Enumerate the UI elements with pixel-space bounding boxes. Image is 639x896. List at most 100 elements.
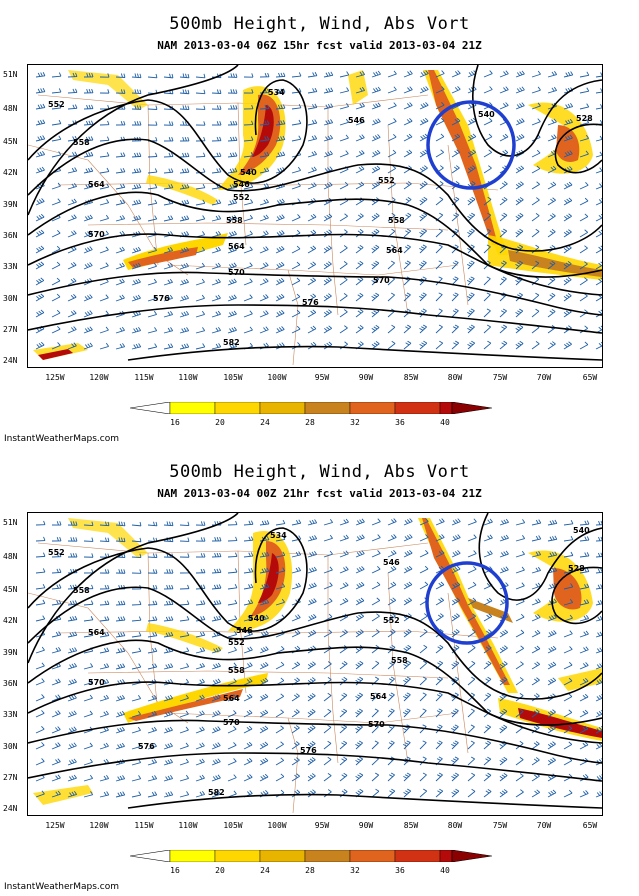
wind-barb-feather xyxy=(168,121,171,126)
wind-barb xyxy=(467,104,477,110)
wind-barb-feather xyxy=(358,582,363,587)
wind-barb-feather xyxy=(391,519,395,523)
wind-barb-feather xyxy=(38,262,42,267)
wind-barb xyxy=(563,664,573,670)
wind-barb xyxy=(499,342,508,350)
wind-barb xyxy=(467,262,475,270)
wind-barb xyxy=(339,247,348,254)
wind-barb-feather xyxy=(310,310,314,315)
wind-barb xyxy=(115,524,126,527)
wind-barb xyxy=(291,216,301,222)
wind-barb-feather xyxy=(499,647,504,652)
wind-barb xyxy=(99,729,109,734)
wind-barb xyxy=(499,105,509,110)
wind-barb-feather xyxy=(117,696,121,701)
wind-barb-feather xyxy=(437,790,442,794)
contour-label: 564 xyxy=(88,180,105,189)
wind-barb xyxy=(83,697,93,702)
wind-barb-feather xyxy=(409,118,413,122)
wind-barb-feather xyxy=(295,567,299,572)
wind-barb-feather xyxy=(68,712,73,716)
wind-barb xyxy=(67,280,77,286)
wind-barb xyxy=(195,346,205,350)
wind-barb-feather xyxy=(276,216,281,220)
wind-barb xyxy=(323,600,333,606)
wind-barb-feather xyxy=(419,167,424,172)
wind-barb-feather xyxy=(104,616,107,621)
wind-barb xyxy=(339,295,348,302)
wind-barb xyxy=(547,343,556,350)
wind-barb xyxy=(451,136,461,142)
wind-barb-feather xyxy=(535,551,539,556)
wind-barb-feather xyxy=(293,726,298,730)
wind-barb-feather xyxy=(501,182,506,186)
wind-barb-feather xyxy=(441,534,445,538)
wind-barb-feather xyxy=(298,103,302,108)
wind-barb xyxy=(291,248,301,254)
wind-barb-feather xyxy=(502,260,507,264)
wind-barb xyxy=(403,678,411,686)
wind-barb-feather xyxy=(56,537,59,542)
wind-barb-feather xyxy=(181,232,185,237)
wind-barb-feather xyxy=(549,278,554,282)
wind-barb-feather xyxy=(58,584,62,589)
wind-barb-feather xyxy=(471,788,476,792)
wind-barb-feather xyxy=(119,727,123,732)
wind-barb xyxy=(419,568,429,574)
wind-barb xyxy=(307,312,317,318)
wind-barb-feather xyxy=(535,567,539,572)
wind-barb-feather xyxy=(68,696,73,700)
wind-barb-feather xyxy=(168,569,171,574)
wind-barb-feather xyxy=(295,583,299,588)
wind-barb xyxy=(83,761,93,766)
wind-barb-feather xyxy=(217,790,221,795)
wind-barb-feather xyxy=(185,726,189,731)
wind-barb xyxy=(531,759,540,766)
wind-barb-feather xyxy=(89,294,93,298)
wind-barb xyxy=(35,122,45,126)
wind-barb-feather xyxy=(154,775,158,779)
wind-barb-feather xyxy=(565,230,570,234)
wind-barb-feather xyxy=(40,277,45,281)
wind-barb-feather xyxy=(312,629,317,634)
wind-barb-feather xyxy=(341,726,346,730)
wind-barb-feather xyxy=(90,616,94,621)
wind-barb xyxy=(67,329,77,334)
wind-barb-feather xyxy=(359,788,364,792)
wind-barb-feather xyxy=(281,310,285,314)
wind-barb xyxy=(275,727,284,734)
wind-barb xyxy=(163,187,173,190)
wind-barb xyxy=(355,247,364,254)
wind-barb xyxy=(515,262,523,270)
wind-barb xyxy=(547,74,557,78)
wind-barb-feather xyxy=(500,552,505,556)
wind-barb-feather xyxy=(135,327,139,332)
wind-barb-feather xyxy=(72,72,75,77)
wind-barb-feather xyxy=(600,552,602,557)
wind-barb xyxy=(355,74,365,78)
wind-barb-feather xyxy=(534,774,538,778)
wind-barb xyxy=(563,247,572,254)
wind-barb-feather xyxy=(57,229,61,234)
wind-barb xyxy=(227,233,237,238)
wind-barb-feather xyxy=(312,88,315,93)
wind-barb xyxy=(355,311,364,318)
wind-barb-feather xyxy=(489,86,493,90)
wind-barb xyxy=(579,279,588,286)
wind-barb xyxy=(99,139,110,142)
wind-barb-feather xyxy=(56,521,59,526)
wind-barb-feather xyxy=(183,247,187,252)
wind-barb xyxy=(339,168,349,174)
wind-barb-feather xyxy=(519,340,524,344)
wind-barb-feather xyxy=(138,663,142,668)
wind-barb-feather xyxy=(517,294,522,298)
wind-barb xyxy=(179,281,189,286)
wind-barb xyxy=(579,122,589,126)
wind-barb-feather xyxy=(105,230,109,235)
wind-barb xyxy=(131,524,142,527)
wind-barb-feather xyxy=(520,629,525,634)
wind-barb xyxy=(403,710,411,718)
wind-barb xyxy=(67,186,77,190)
wind-barb-feather xyxy=(548,760,552,764)
wind-barb-feather xyxy=(260,664,264,668)
